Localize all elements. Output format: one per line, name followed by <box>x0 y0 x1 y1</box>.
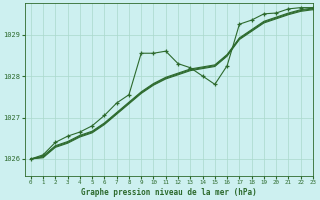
X-axis label: Graphe pression niveau de la mer (hPa): Graphe pression niveau de la mer (hPa) <box>81 188 257 197</box>
